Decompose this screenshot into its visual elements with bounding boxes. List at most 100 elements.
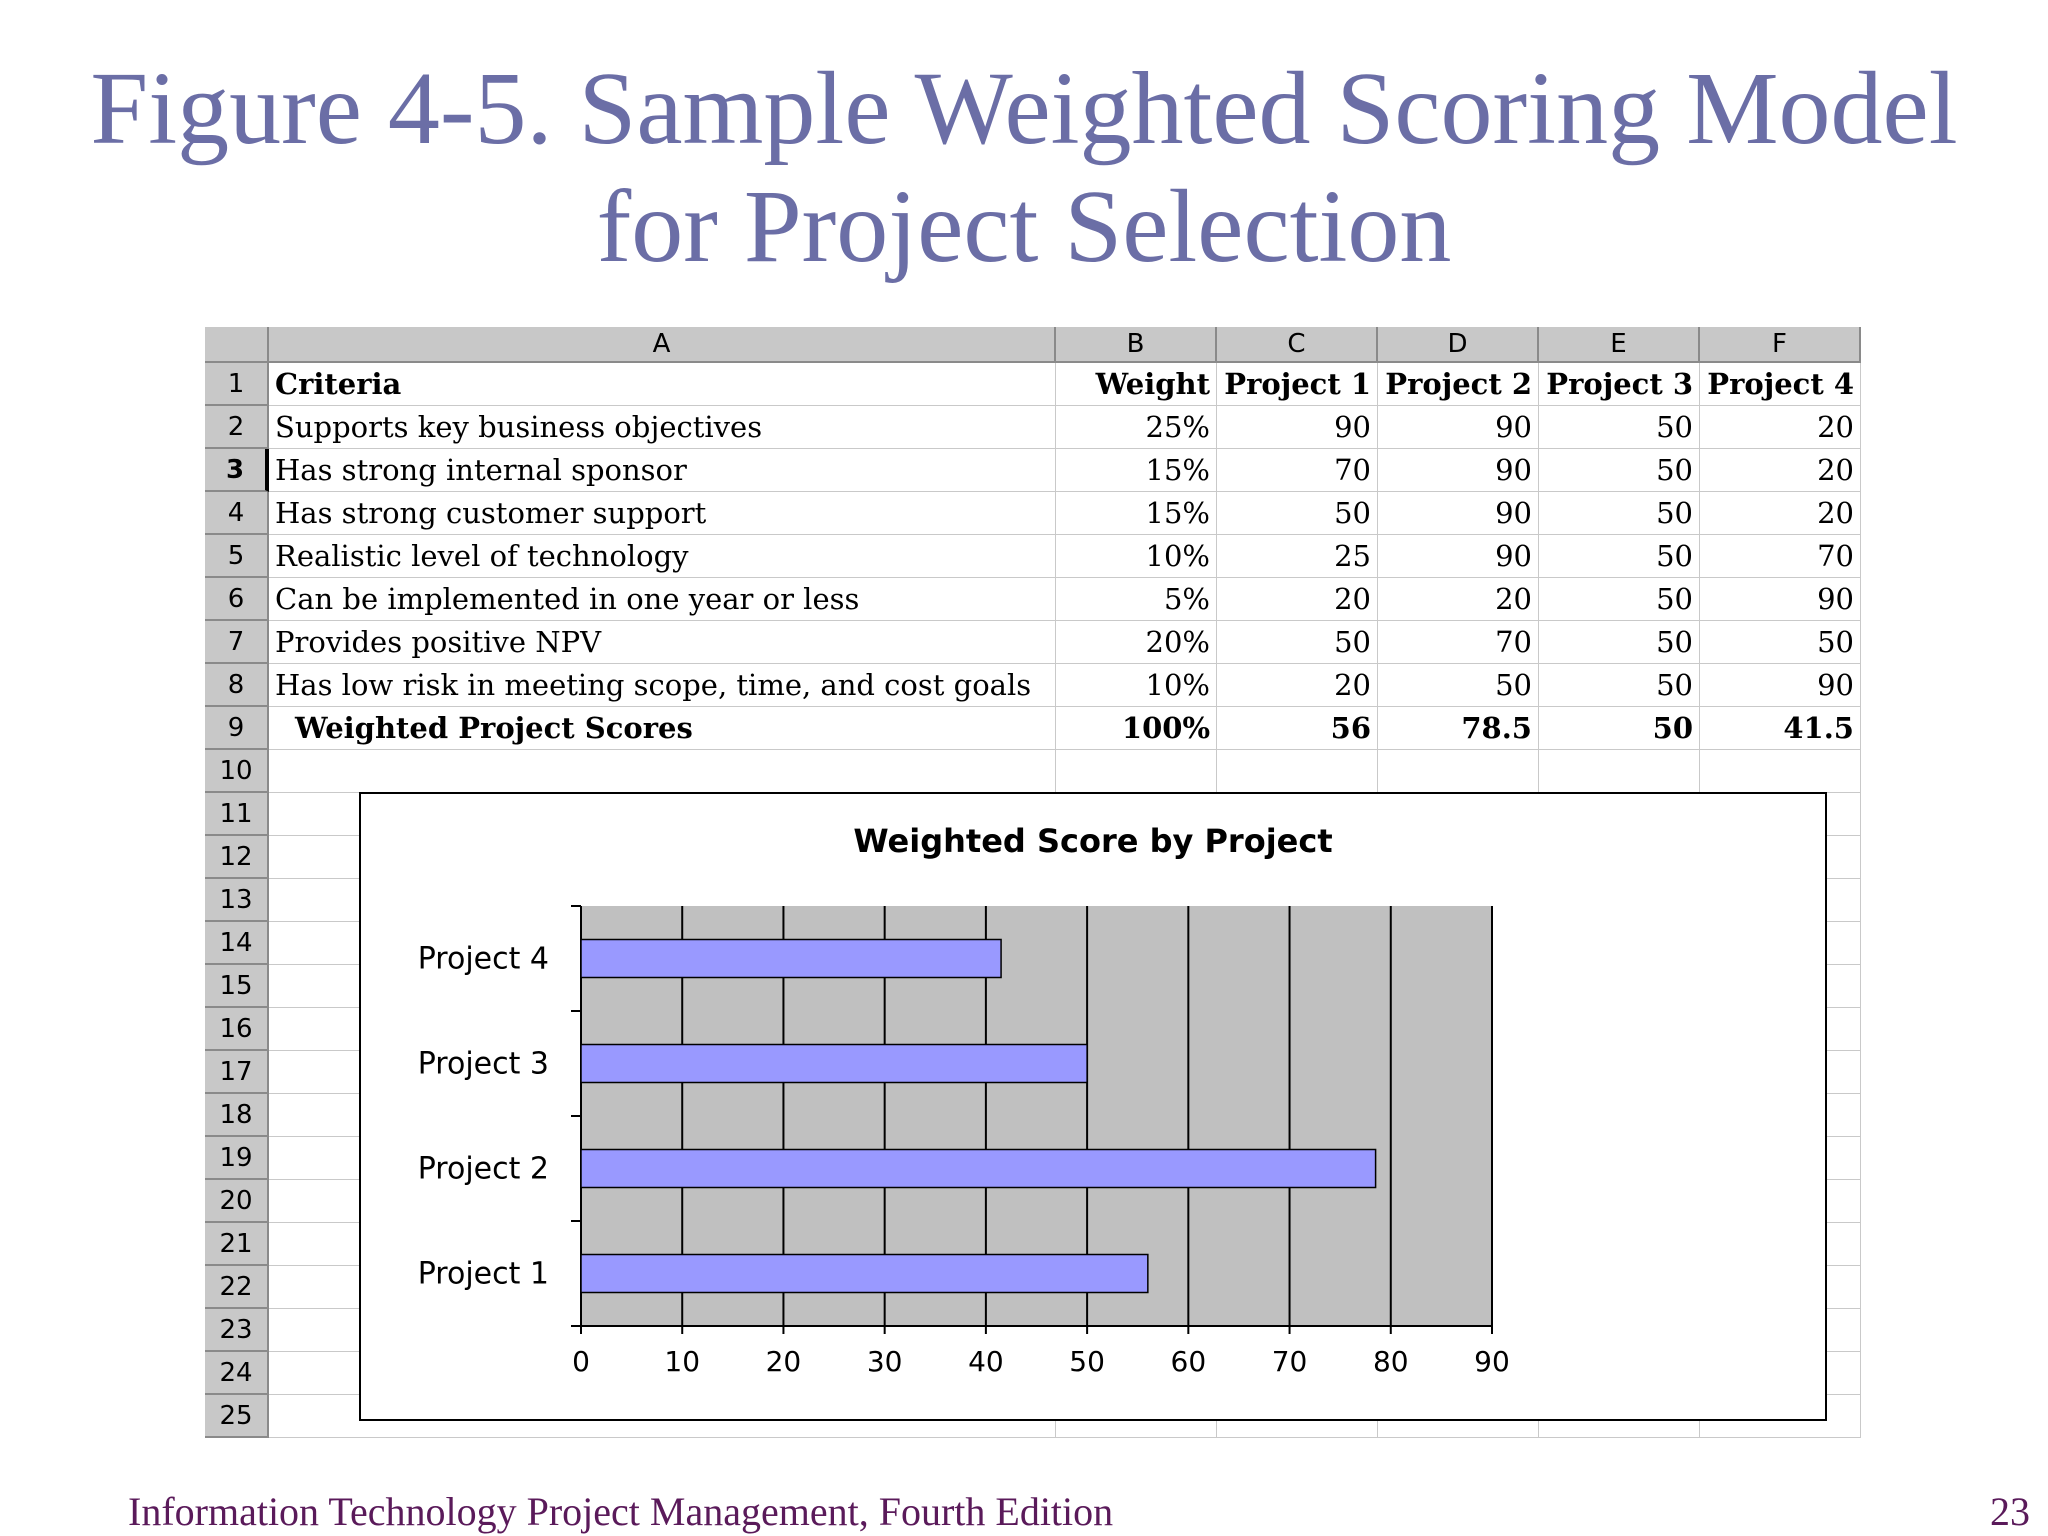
slide-title: Figure 4-5. Sample Weighted Scoring Mode… [0, 50, 2048, 286]
cell-a7[interactable]: Provides positive NPV [269, 621, 1056, 664]
cell-c10[interactable] [1217, 750, 1378, 793]
cell-b2[interactable]: 25% [1056, 406, 1217, 449]
cell-e3[interactable]: 50 [1539, 449, 1700, 492]
cell-d2[interactable]: 90 [1378, 406, 1539, 449]
cell-c9[interactable]: 56 [1217, 707, 1378, 750]
cell-f2[interactable]: 20 [1700, 406, 1861, 449]
cell-b9[interactable]: 100% [1056, 707, 1217, 750]
cell-d8[interactable]: 50 [1378, 664, 1539, 707]
cell-f6[interactable]: 90 [1700, 578, 1861, 621]
cell-a10[interactable] [269, 750, 1056, 793]
cell-c4[interactable]: 50 [1217, 492, 1378, 535]
cell-b7[interactable]: 20% [1056, 621, 1217, 664]
cell-d1[interactable]: Project 2 [1378, 363, 1539, 406]
row-header-2[interactable]: 2 [205, 406, 269, 449]
cell-e5[interactable]: 50 [1539, 535, 1700, 578]
row-header-20[interactable]: 20 [205, 1180, 269, 1223]
row-header-8[interactable]: 8 [205, 664, 269, 707]
row-header-14[interactable]: 14 [205, 922, 269, 965]
cell-c6[interactable]: 20 [1217, 578, 1378, 621]
cell-e1[interactable]: Project 3 [1539, 363, 1700, 406]
row-header-5[interactable]: 5 [205, 535, 269, 578]
row-header-1[interactable]: 1 [205, 363, 269, 406]
cell-d5[interactable]: 90 [1378, 535, 1539, 578]
row-header-6[interactable]: 6 [205, 578, 269, 621]
bar-project-4 [580, 938, 1002, 979]
column-header-e[interactable]: E [1539, 327, 1700, 363]
cell-e7[interactable]: 50 [1539, 621, 1700, 664]
cell-d10[interactable] [1378, 750, 1539, 793]
cell-c2[interactable]: 90 [1217, 406, 1378, 449]
cell-b6[interactable]: 5% [1056, 578, 1217, 621]
column-header-f[interactable]: F [1700, 327, 1861, 363]
cell-f25[interactable] [1700, 1395, 1861, 1438]
chart[interactable]: Weighted Score by Project 0 10 20 30 40 50 60 7… [359, 792, 1827, 1421]
cell-b10[interactable] [1056, 750, 1217, 793]
row-header-3[interactable]: 3 [205, 449, 269, 492]
cell-d6[interactable]: 20 [1378, 578, 1539, 621]
row-header-23[interactable]: 23 [205, 1309, 269, 1352]
cell-f4[interactable]: 20 [1700, 492, 1861, 535]
cell-e2[interactable]: 50 [1539, 406, 1700, 449]
row-header-13[interactable]: 13 [205, 879, 269, 922]
cell-f1[interactable]: Project 4 [1700, 363, 1861, 406]
cell-e9[interactable]: 50 [1539, 707, 1700, 750]
row-header-10[interactable]: 10 [205, 750, 269, 793]
cell-f10[interactable] [1700, 750, 1861, 793]
row-header-25[interactable]: 25 [205, 1395, 269, 1438]
cell-a1[interactable]: Criteria [269, 363, 1056, 406]
cell-f7[interactable]: 50 [1700, 621, 1861, 664]
column-header-a[interactable]: A [269, 327, 1056, 363]
cell-d7[interactable]: 70 [1378, 621, 1539, 664]
column-header-d[interactable]: D [1378, 327, 1539, 363]
row-header-9[interactable]: 9 [205, 707, 269, 750]
cell-a8[interactable]: Has low risk in meeting scope, time, and… [269, 664, 1056, 707]
cell-a2[interactable]: Supports key business objectives [269, 406, 1056, 449]
cell-b4[interactable]: 15% [1056, 492, 1217, 535]
cell-b1[interactable]: Weight [1056, 363, 1217, 406]
row-header-19[interactable]: 19 [205, 1137, 269, 1180]
cell-a5[interactable]: Realistic level of technology [269, 535, 1056, 578]
cell-f9[interactable]: 41.5 [1700, 707, 1861, 750]
cell-c3[interactable]: 70 [1217, 449, 1378, 492]
row-header-11[interactable]: 11 [205, 793, 269, 836]
cell-a4[interactable]: Has strong customer support [269, 492, 1056, 535]
column-header-c[interactable]: C [1217, 327, 1378, 363]
cell-c1[interactable]: Project 1 [1217, 363, 1378, 406]
row-header-24[interactable]: 24 [205, 1352, 269, 1395]
row-header-7[interactable]: 7 [205, 621, 269, 664]
cell-a9[interactable]: Weighted Project Scores [269, 707, 1056, 750]
cell-c8[interactable]: 20 [1217, 664, 1378, 707]
cell-b5[interactable]: 10% [1056, 535, 1217, 578]
select-all-corner[interactable] [205, 327, 269, 363]
row-header-16[interactable]: 16 [205, 1008, 269, 1051]
chart-title: Weighted Score by Project [853, 822, 1333, 860]
cell-d3[interactable]: 90 [1378, 449, 1539, 492]
cell-e8[interactable]: 50 [1539, 664, 1700, 707]
cell-c7[interactable]: 50 [1217, 621, 1378, 664]
row-header-22[interactable]: 22 [205, 1266, 269, 1309]
column-header-b[interactable]: B [1056, 327, 1217, 363]
cell-f5[interactable]: 70 [1700, 535, 1861, 578]
cell-e6[interactable]: 50 [1539, 578, 1700, 621]
x-tick-label: 80 [1373, 1345, 1409, 1378]
row-header-12[interactable]: 12 [205, 836, 269, 879]
cell-c5[interactable]: 25 [1217, 535, 1378, 578]
row-header-17[interactable]: 17 [205, 1051, 269, 1094]
x-tick-label: 90 [1474, 1345, 1510, 1378]
row-header-15[interactable]: 15 [205, 965, 269, 1008]
cell-d4[interactable]: 90 [1378, 492, 1539, 535]
cell-d9[interactable]: 78.5 [1378, 707, 1539, 750]
row-header-21[interactable]: 21 [205, 1223, 269, 1266]
cell-a3[interactable]: Has strong internal sponsor [269, 449, 1056, 492]
cell-b8[interactable]: 10% [1056, 664, 1217, 707]
cell-e4[interactable]: 50 [1539, 492, 1700, 535]
cell-a6[interactable]: Can be implemented in one year or less [269, 578, 1056, 621]
row-header-4[interactable]: 4 [205, 492, 269, 535]
row-header-18[interactable]: 18 [205, 1094, 269, 1137]
cell-e10[interactable] [1539, 750, 1700, 793]
x-tick-label: 60 [1171, 1345, 1207, 1378]
cell-b3[interactable]: 15% [1056, 449, 1217, 492]
cell-f3[interactable]: 20 [1700, 449, 1861, 492]
cell-f8[interactable]: 90 [1700, 664, 1861, 707]
